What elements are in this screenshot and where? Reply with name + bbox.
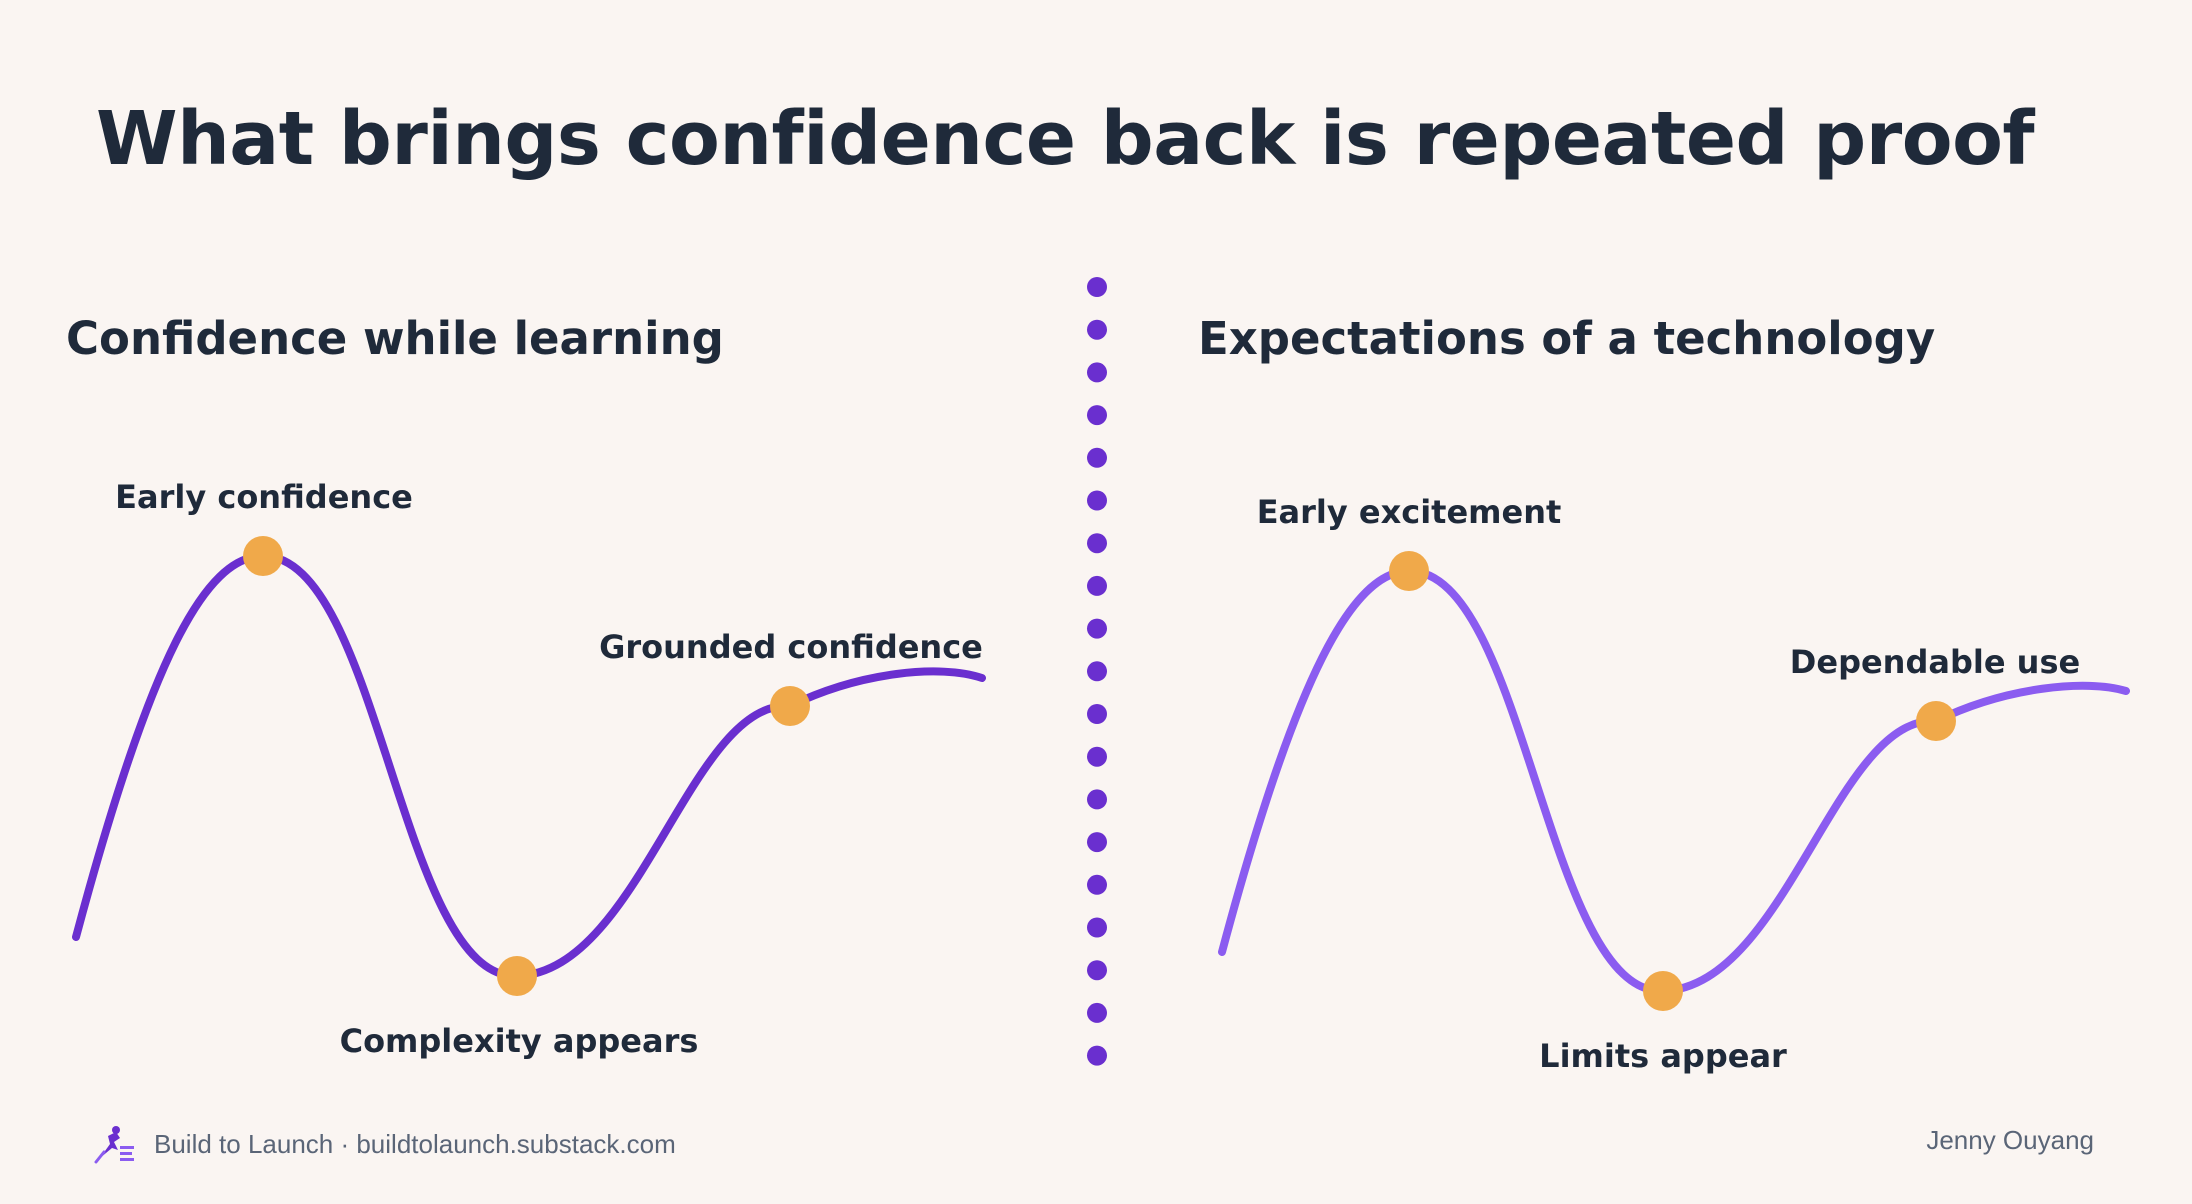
divider-dot [1087,533,1107,554]
right-expectations-curve [1218,566,2130,996]
right-trough-marker [1643,971,1683,1011]
left-recovery-marker [770,686,810,726]
divider-dot [1087,319,1107,340]
divider-dot [1087,661,1107,682]
left-peak-marker [243,536,283,576]
right-panel-heading: Expectations of a technology [1198,312,1936,365]
divider-dot [1087,575,1107,596]
divider-dot [1087,490,1107,511]
divider-dot [1087,1045,1107,1066]
right-peak-marker [1389,551,1429,591]
right-recovery-marker [1916,701,1956,741]
right-recovery-label: Dependable use [1790,643,2080,681]
left-panel-heading: Confidence while learning [66,312,724,365]
left-recovery-label: Grounded confidence [599,628,983,666]
divider-dot [1087,447,1107,468]
divider-dot [1087,405,1107,426]
dotted-divider [1087,277,1107,1066]
right-peak-label: Early excitement [1257,493,1562,531]
divider-dot [1087,874,1107,895]
divider-dot [1087,704,1107,724]
footer-source: Build to Launch · buildtolaunch.substack… [94,1124,676,1164]
footer-source-text: Build to Launch · buildtolaunch.substack… [154,1128,676,1159]
divider-dot [1087,1002,1107,1023]
divider-dot [1087,746,1107,767]
left-trough-label: Complexity appears [340,1022,699,1060]
right-trough-label: Limits appear [1539,1037,1787,1075]
page-title: What brings confidence back is repeated … [96,96,2035,182]
left-trough-marker [497,956,537,996]
build-to-launch-logo-icon [94,1124,136,1164]
divider-dot [1087,618,1107,639]
footer-author: Jenny Ouyang [1926,1125,2094,1155]
divider-dot [1087,789,1107,810]
divider-dot [1087,832,1107,853]
left-confidence-curve [72,551,986,981]
divider-dot [1087,362,1107,383]
divider-dot [1087,960,1107,981]
divider-dot [1087,917,1107,938]
divider-dot [1087,277,1107,297]
left-peak-label: Early confidence [115,478,413,516]
